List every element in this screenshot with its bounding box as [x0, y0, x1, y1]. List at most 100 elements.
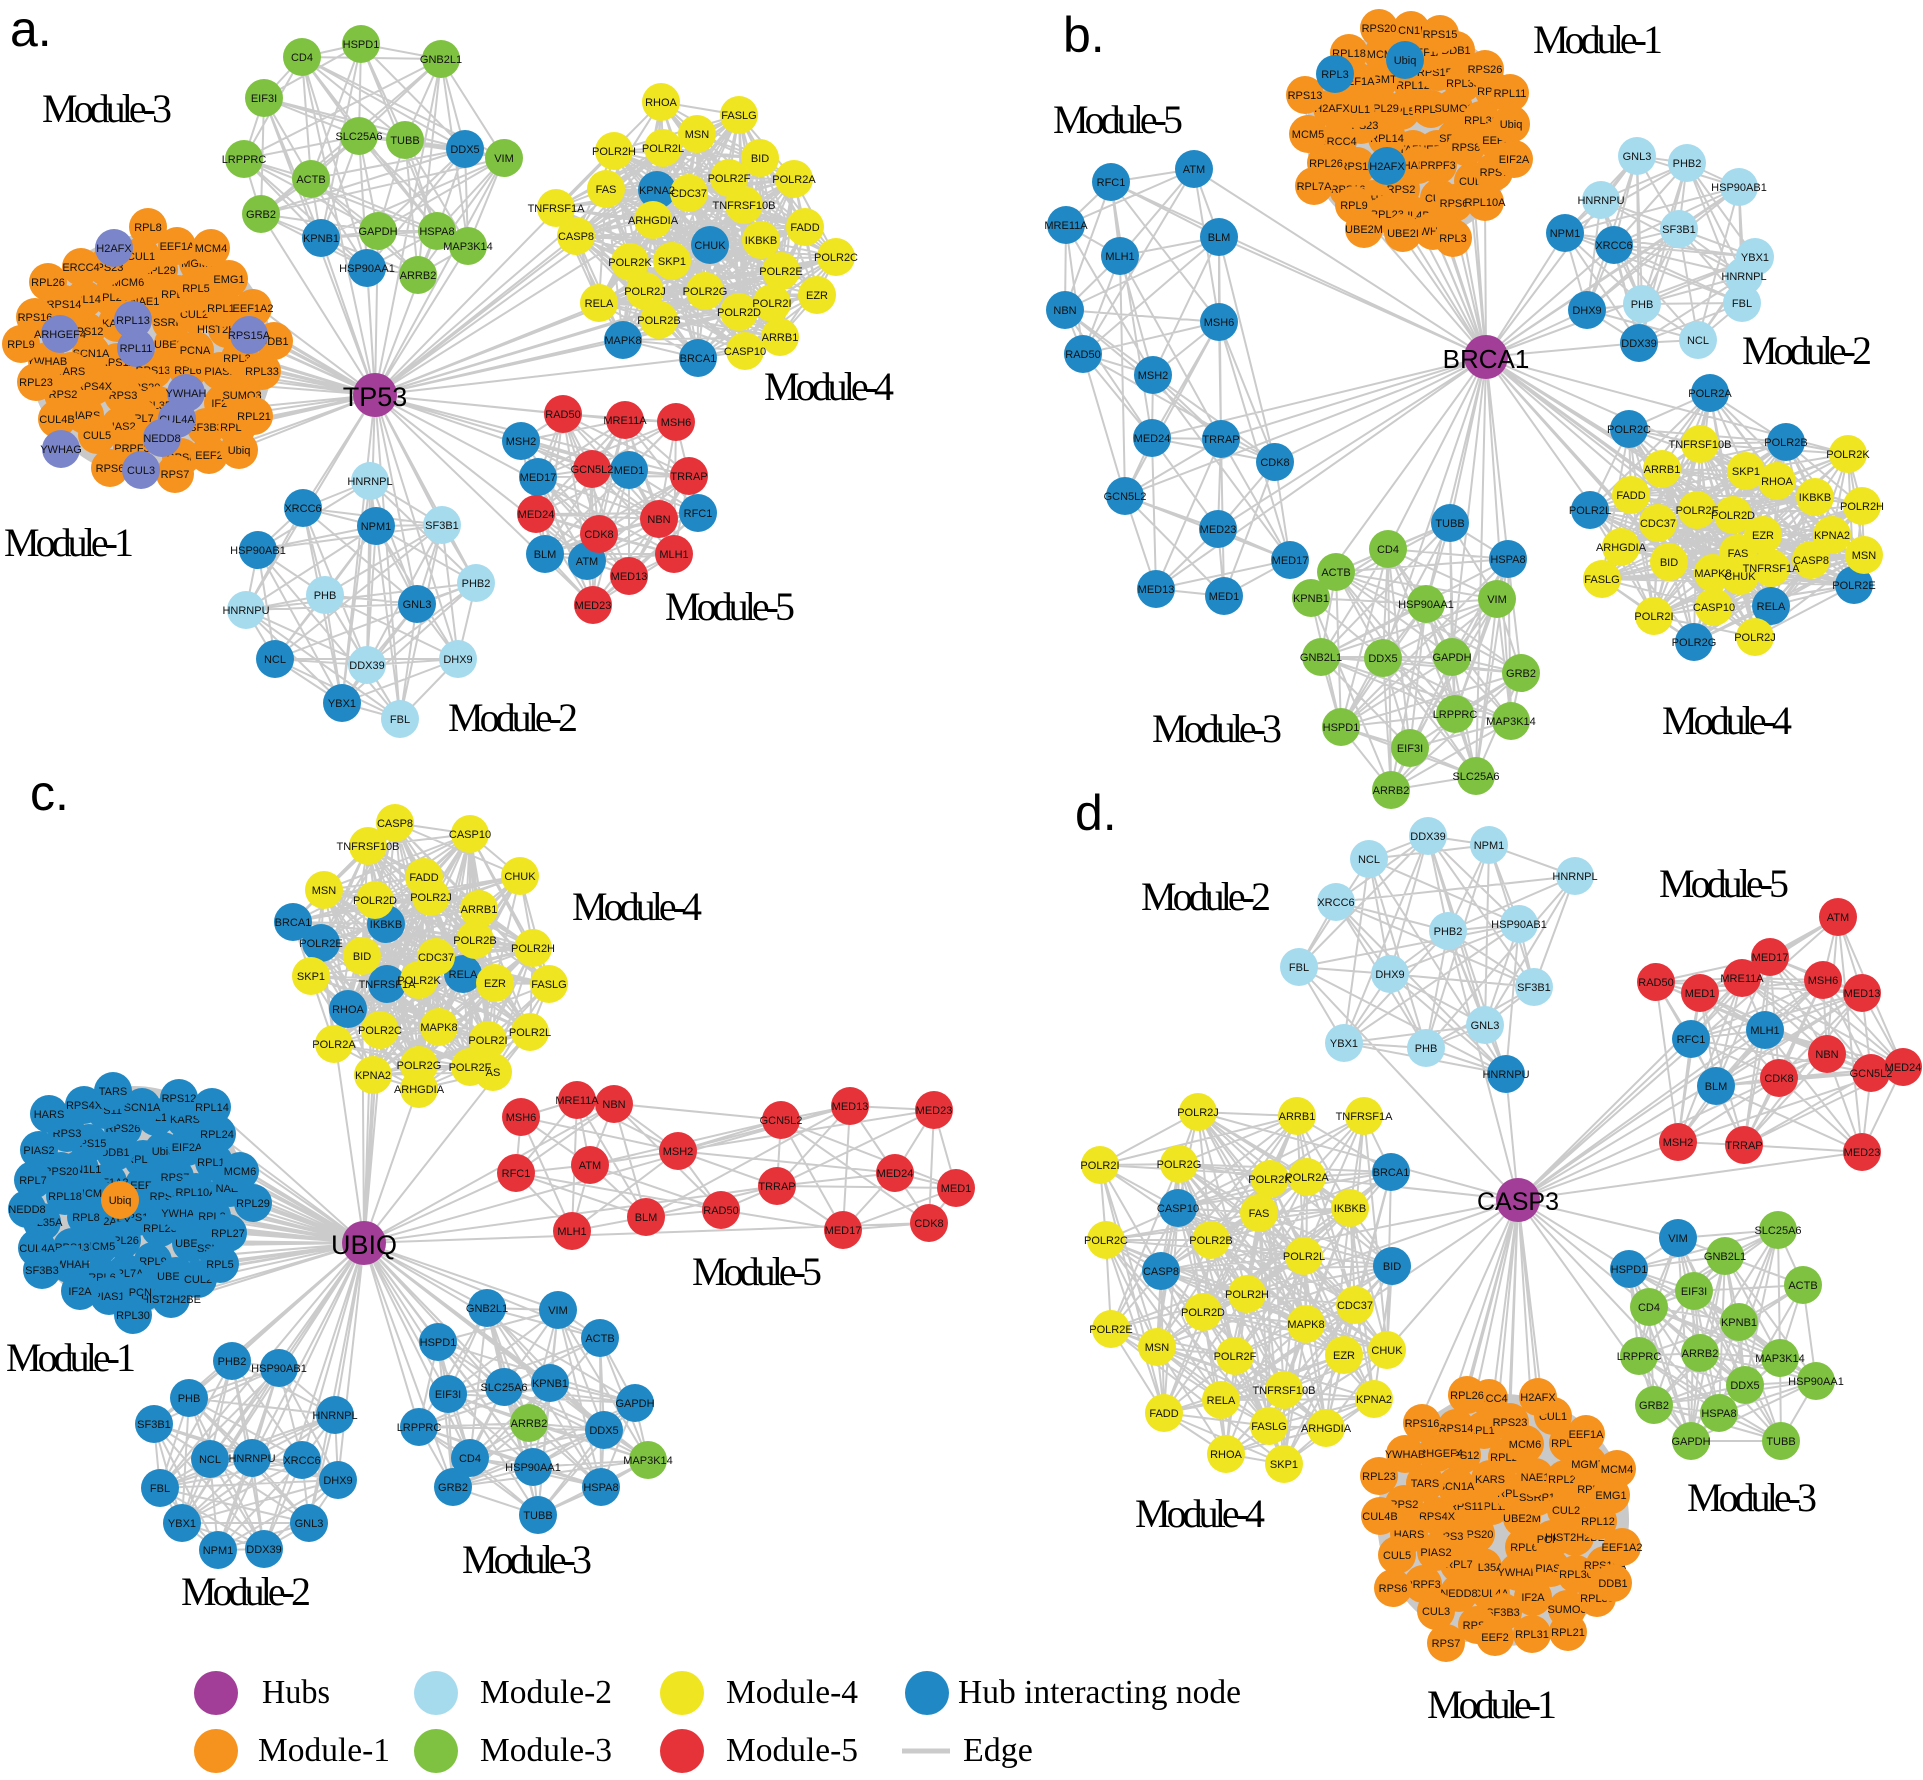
svg-text:RPL24: RPL24	[200, 1129, 234, 1141]
svg-text:GCN5L2: GCN5L2	[571, 464, 614, 476]
svg-text:KPNA2: KPNA2	[639, 185, 675, 197]
svg-text:ATM: ATM	[1827, 912, 1849, 924]
svg-text:POLR2H: POLR2H	[1840, 501, 1884, 513]
svg-text:RHOA: RHOA	[1210, 1449, 1242, 1461]
svg-text:ACTB: ACTB	[1321, 567, 1350, 579]
svg-text:RPL9: RPL9	[139, 1256, 167, 1268]
svg-text:POLR2L: POLR2L	[642, 143, 684, 155]
svg-text:HSP90AB1: HSP90AB1	[230, 545, 286, 557]
svg-text:RPL12: RPL12	[1396, 80, 1430, 92]
svg-text:SKP1: SKP1	[658, 256, 686, 268]
svg-text:BRCA1: BRCA1	[1373, 1167, 1410, 1179]
svg-text:EEF1A: EEF1A	[160, 241, 196, 253]
svg-text:BID: BID	[1660, 557, 1678, 569]
svg-text:Hub interacting node: Hub interacting node	[958, 1674, 1241, 1711]
svg-text:RPL11: RPL11	[1494, 88, 1527, 100]
svg-text:POLR2E: POLR2E	[1089, 1324, 1132, 1336]
svg-text:RPS14: RPS14	[1439, 1423, 1474, 1435]
svg-text:CASP10: CASP10	[449, 829, 491, 841]
svg-text:RPS20: RPS20	[1362, 23, 1397, 35]
svg-text:POLR2C: POLR2C	[358, 1025, 402, 1037]
svg-text:RPS3: RPS3	[109, 390, 138, 402]
svg-text:Module-1: Module-1	[1427, 1682, 1557, 1727]
svg-text:MLH1: MLH1	[659, 549, 688, 561]
svg-text:Module-2: Module-2	[448, 695, 578, 740]
svg-text:POLR2F: POLR2F	[1676, 505, 1719, 517]
svg-text:HSPD1: HSPD1	[343, 39, 380, 51]
svg-text:CDK8: CDK8	[1764, 1073, 1793, 1085]
svg-text:POLR2G: POLR2G	[683, 286, 728, 298]
svg-text:VIM: VIM	[548, 1305, 568, 1317]
svg-text:VIM: VIM	[1668, 1233, 1688, 1245]
svg-text:MED1: MED1	[614, 465, 645, 477]
svg-text:b.: b.	[1063, 7, 1105, 63]
svg-text:CDK8: CDK8	[584, 529, 613, 541]
svg-text:Module-4: Module-4	[572, 884, 702, 929]
svg-text:HARS: HARS	[34, 1109, 65, 1121]
svg-text:POLR2B: POLR2B	[637, 315, 680, 327]
svg-text:Ubiq: Ubiq	[1500, 119, 1523, 131]
svg-text:POLR2J: POLR2J	[410, 892, 452, 904]
svg-text:BLM: BLM	[635, 1212, 658, 1224]
svg-text:POLR2L: POLR2L	[1283, 1251, 1325, 1263]
svg-text:TUBB: TUBB	[1435, 518, 1464, 530]
svg-text:MSH6: MSH6	[661, 417, 692, 429]
svg-text:HSP90AA1: HSP90AA1	[339, 263, 395, 275]
svg-text:POLR2B: POLR2B	[1764, 437, 1807, 449]
svg-text:SSRP1: SSRP1	[1519, 1492, 1555, 1504]
svg-text:RPL10A: RPL10A	[1465, 197, 1507, 209]
svg-text:RPL9: RPL9	[7, 339, 35, 351]
svg-text:Module-1: Module-1	[4, 520, 134, 565]
svg-text:DHX9: DHX9	[1375, 969, 1404, 981]
svg-text:HSP90AB1: HSP90AB1	[251, 1363, 307, 1375]
svg-text:GAPDH: GAPDH	[1432, 652, 1471, 664]
svg-text:MSH2: MSH2	[663, 1146, 694, 1158]
svg-text:Module-4: Module-4	[1135, 1491, 1265, 1536]
svg-text:EIF3I: EIF3I	[1681, 1286, 1707, 1298]
svg-text:SCN1A: SCN1A	[1438, 1481, 1475, 1493]
svg-text:PHB: PHB	[178, 1393, 201, 1405]
svg-text:ARRB2: ARRB2	[1682, 1348, 1719, 1360]
svg-text:POLR2K: POLR2K	[397, 975, 441, 987]
svg-text:EZR: EZR	[1752, 530, 1774, 542]
svg-text:H2AFX: H2AFX	[1369, 161, 1405, 173]
svg-text:RPS26: RPS26	[1468, 64, 1503, 76]
svg-text:FADD: FADD	[790, 222, 819, 234]
svg-text:DDX39: DDX39	[349, 660, 384, 672]
svg-text:RELA: RELA	[1207, 1395, 1236, 1407]
svg-text:Module-5: Module-5	[1659, 861, 1789, 906]
svg-text:RPS15A: RPS15A	[228, 330, 271, 342]
svg-text:H2AFX: H2AFX	[1520, 1392, 1556, 1404]
svg-text:POLR2I: POLR2I	[1080, 1160, 1119, 1172]
svg-text:POLR2H: POLR2H	[1225, 1289, 1269, 1301]
svg-text:HNRNPU: HNRNPU	[228, 1453, 275, 1465]
svg-text:POLR2J: POLR2J	[624, 286, 666, 298]
svg-text:RPS20: RPS20	[44, 1166, 79, 1178]
svg-text:MED17: MED17	[825, 1225, 862, 1237]
svg-text:EEF1A2: EEF1A2	[233, 303, 274, 315]
svg-text:SLC25A6: SLC25A6	[335, 131, 382, 143]
svg-text:MSN: MSN	[312, 885, 337, 897]
svg-text:RPS2: RPS2	[1387, 184, 1416, 196]
svg-text:TNFRSF10B: TNFRSF10B	[1253, 1385, 1316, 1397]
svg-text:Module-5: Module-5	[692, 1249, 822, 1294]
svg-text:Module-1: Module-1	[6, 1335, 136, 1380]
svg-text:MCM4: MCM4	[195, 243, 227, 255]
svg-text:Module-3: Module-3	[1687, 1475, 1817, 1520]
svg-text:RAD50: RAD50	[1638, 977, 1673, 989]
svg-text:ARHGDIA: ARHGDIA	[1301, 1423, 1352, 1435]
svg-text:RPL26: RPL26	[1309, 158, 1343, 170]
svg-text:GNL3: GNL3	[295, 1518, 324, 1530]
svg-text:GAPDH: GAPDH	[615, 1398, 654, 1410]
svg-text:MSN: MSN	[1145, 1342, 1170, 1354]
svg-text:RPS16: RPS16	[1405, 1418, 1440, 1430]
svg-text:NBN: NBN	[1815, 1049, 1838, 1061]
svg-text:EIF3I: EIF3I	[251, 93, 277, 105]
svg-text:NPM1: NPM1	[1550, 228, 1581, 240]
svg-text:MED1: MED1	[1209, 591, 1240, 603]
svg-text:HSPA8: HSPA8	[1490, 554, 1525, 566]
svg-text:POLR2D: POLR2D	[1181, 1307, 1225, 1319]
svg-text:Hubs: Hubs	[262, 1674, 330, 1711]
svg-text:POLR2F: POLR2F	[1214, 1351, 1257, 1363]
svg-text:MCM5: MCM5	[83, 1241, 115, 1253]
